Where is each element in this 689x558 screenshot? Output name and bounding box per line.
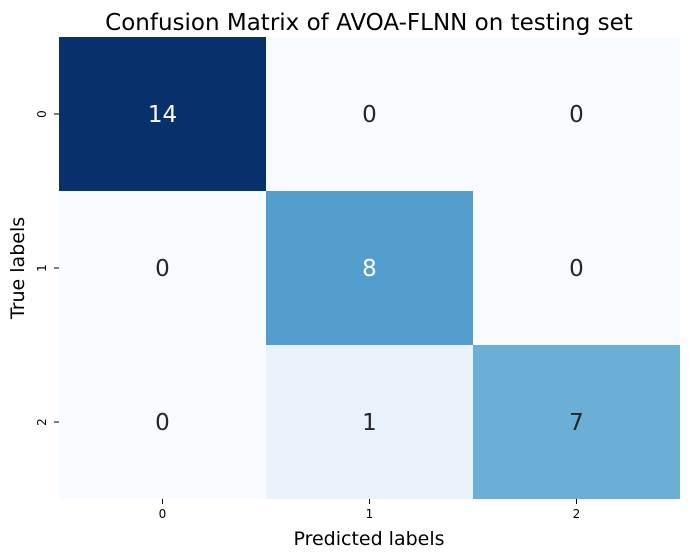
cell-value-2-0: 0 [155, 410, 170, 436]
cell-value-0-0: 14 [148, 102, 177, 128]
y-tick-label-2: 2 [35, 418, 49, 426]
heatmap-cells: 14 0 0 0 8 0 0 1 7 [59, 37, 680, 499]
heatmap-cell-2-2 [473, 345, 680, 499]
cell-value-1-0: 0 [155, 256, 170, 282]
y-axis-ticks: 0 1 2 [35, 110, 59, 426]
y-axis-label: True labels [7, 217, 29, 320]
x-tick-label-1: 1 [366, 507, 374, 521]
heatmap-cell-2-1 [266, 345, 473, 499]
x-axis-ticks: 0 1 2 [159, 499, 581, 521]
y-tick-label-1: 1 [35, 264, 49, 272]
cell-value-1-2: 0 [569, 256, 584, 282]
heatmap-cell-0-1 [266, 37, 473, 191]
heatmap-cell-2-0 [59, 345, 266, 499]
heatmap-cell-0-2 [473, 37, 680, 191]
heatmap-cell-0-0 [59, 37, 266, 191]
chart-title: Confusion Matrix of AVOA-FLNN on testing… [105, 10, 633, 36]
x-tick-label-2: 2 [573, 507, 581, 521]
heatmap-cell-1-1 [266, 191, 473, 345]
heatmap-cell-1-2 [473, 191, 680, 345]
cell-value-2-2: 7 [569, 410, 584, 436]
cell-value-0-1: 0 [362, 102, 377, 128]
cell-value-1-1: 8 [362, 256, 377, 282]
x-tick-label-0: 0 [159, 507, 167, 521]
cell-value-2-1: 1 [362, 410, 377, 436]
heatmap-cell-1-0 [59, 191, 266, 345]
y-tick-label-0: 0 [35, 110, 49, 118]
x-axis-label: Predicted labels [293, 528, 444, 550]
cell-value-0-2: 0 [569, 102, 584, 128]
